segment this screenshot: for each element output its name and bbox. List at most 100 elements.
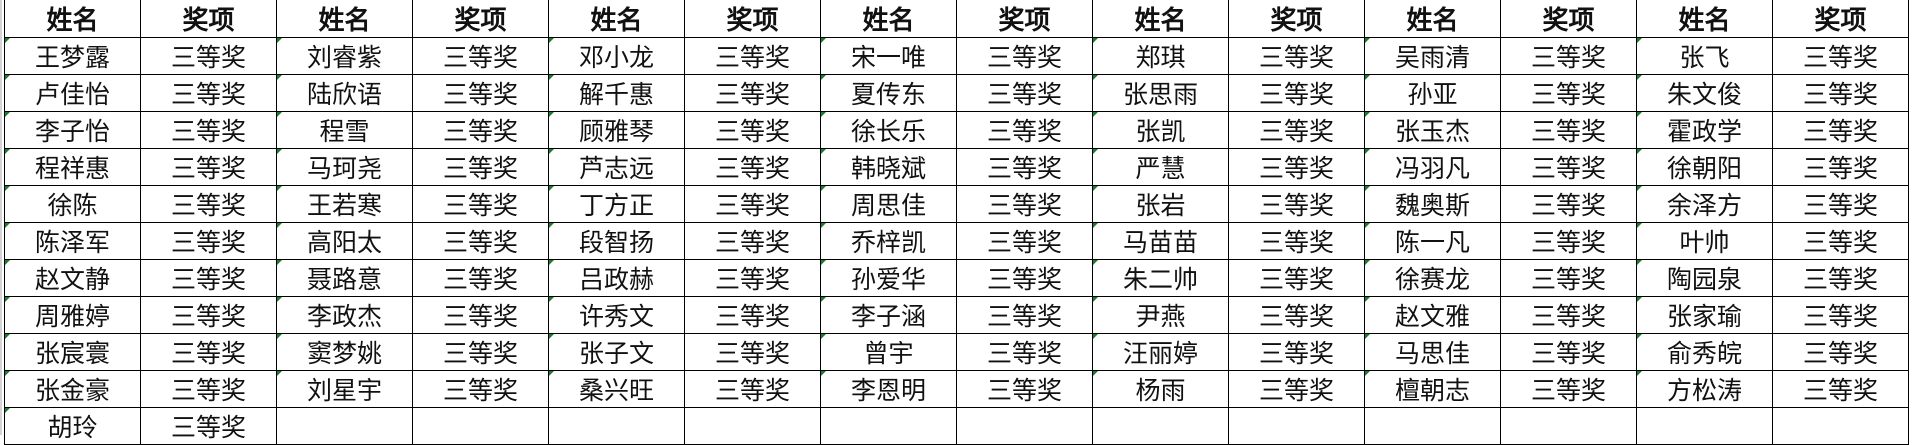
name-cell[interactable]: 郑琪 — [1092, 37, 1229, 75]
name-cell[interactable]: 汪丽婷 — [1092, 333, 1229, 371]
header-award[interactable]: 奖项 — [1500, 0, 1637, 38]
empty-cell[interactable] — [276, 407, 413, 445]
award-cell[interactable]: 三等奖 — [684, 370, 821, 408]
name-cell[interactable]: 魏奥斯 — [1364, 185, 1501, 223]
empty-cell[interactable] — [956, 407, 1093, 445]
header-name[interactable]: 姓名 — [276, 0, 413, 38]
name-cell[interactable]: 孙亚 — [1364, 74, 1501, 112]
award-cell[interactable]: 三等奖 — [140, 222, 277, 260]
name-cell[interactable]: 余泽方 — [1636, 185, 1773, 223]
award-cell[interactable]: 三等奖 — [412, 185, 549, 223]
award-cell[interactable]: 三等奖 — [956, 259, 1093, 297]
name-cell[interactable]: 张玉杰 — [1364, 111, 1501, 149]
award-cell[interactable]: 三等奖 — [1772, 259, 1909, 297]
award-cell[interactable]: 三等奖 — [1228, 74, 1365, 112]
name-cell[interactable]: 卢佳怡 — [4, 74, 141, 112]
empty-cell[interactable] — [820, 407, 957, 445]
award-cell[interactable]: 三等奖 — [956, 370, 1093, 408]
name-cell[interactable]: 张飞 — [1636, 37, 1773, 75]
name-cell[interactable]: 李恩明 — [820, 370, 957, 408]
name-cell[interactable]: 宋一唯 — [820, 37, 957, 75]
award-cell[interactable]: 三等奖 — [684, 222, 821, 260]
name-cell[interactable]: 马思佳 — [1364, 333, 1501, 371]
name-cell[interactable]: 桑兴旺 — [548, 370, 685, 408]
header-name[interactable]: 姓名 — [4, 0, 141, 38]
award-cell[interactable]: 三等奖 — [1500, 296, 1637, 334]
empty-cell[interactable] — [1772, 407, 1909, 445]
name-cell[interactable]: 高阳太 — [276, 222, 413, 260]
award-cell[interactable]: 三等奖 — [1500, 370, 1637, 408]
award-cell[interactable]: 三等奖 — [412, 148, 549, 186]
name-cell[interactable]: 冯羽凡 — [1364, 148, 1501, 186]
header-name[interactable]: 姓名 — [1092, 0, 1229, 38]
award-cell[interactable]: 三等奖 — [1228, 333, 1365, 371]
name-cell[interactable]: 朱二帅 — [1092, 259, 1229, 297]
award-cell[interactable]: 三等奖 — [1500, 185, 1637, 223]
header-award[interactable]: 奖项 — [1228, 0, 1365, 38]
award-cell[interactable]: 三等奖 — [140, 148, 277, 186]
name-cell[interactable]: 程祥惠 — [4, 148, 141, 186]
award-cell[interactable]: 三等奖 — [1228, 296, 1365, 334]
name-cell[interactable]: 张凯 — [1092, 111, 1229, 149]
award-cell[interactable]: 三等奖 — [1772, 333, 1909, 371]
empty-cell[interactable] — [1228, 407, 1365, 445]
award-cell[interactable]: 三等奖 — [1228, 111, 1365, 149]
award-cell[interactable]: 三等奖 — [412, 370, 549, 408]
name-cell[interactable]: 刘星宇 — [276, 370, 413, 408]
award-cell[interactable]: 三等奖 — [140, 333, 277, 371]
award-cell[interactable]: 三等奖 — [140, 74, 277, 112]
name-cell[interactable]: 李子涵 — [820, 296, 957, 334]
name-cell[interactable]: 李政杰 — [276, 296, 413, 334]
name-cell[interactable]: 方松涛 — [1636, 370, 1773, 408]
name-cell[interactable]: 李子怡 — [4, 111, 141, 149]
name-cell[interactable]: 张家瑜 — [1636, 296, 1773, 334]
award-cell[interactable]: 三等奖 — [412, 222, 549, 260]
award-cell[interactable]: 三等奖 — [1500, 37, 1637, 75]
award-cell[interactable]: 三等奖 — [1500, 148, 1637, 186]
award-cell[interactable]: 三等奖 — [1772, 185, 1909, 223]
header-name[interactable]: 姓名 — [1364, 0, 1501, 38]
name-cell[interactable]: 徐陈 — [4, 185, 141, 223]
name-cell[interactable]: 解千惠 — [548, 74, 685, 112]
name-cell[interactable]: 顾雅琴 — [548, 111, 685, 149]
name-cell[interactable]: 严慧 — [1092, 148, 1229, 186]
award-cell[interactable]: 三等奖 — [412, 333, 549, 371]
name-cell[interactable]: 许秀文 — [548, 296, 685, 334]
award-cell[interactable]: 三等奖 — [684, 296, 821, 334]
award-cell[interactable]: 三等奖 — [684, 333, 821, 371]
name-cell[interactable]: 吴雨清 — [1364, 37, 1501, 75]
award-cell[interactable]: 三等奖 — [1772, 370, 1909, 408]
name-cell[interactable]: 赵文雅 — [1364, 296, 1501, 334]
name-cell[interactable]: 徐朝阳 — [1636, 148, 1773, 186]
header-award[interactable]: 奖项 — [412, 0, 549, 38]
name-cell[interactable]: 霍政学 — [1636, 111, 1773, 149]
empty-cell[interactable] — [1364, 407, 1501, 445]
name-cell[interactable]: 周雅婷 — [4, 296, 141, 334]
name-cell[interactable]: 聂路意 — [276, 259, 413, 297]
award-cell[interactable]: 三等奖 — [684, 74, 821, 112]
award-cell[interactable]: 三等奖 — [1772, 296, 1909, 334]
name-cell[interactable]: 吕政赫 — [548, 259, 685, 297]
award-cell[interactable]: 三等奖 — [1500, 74, 1637, 112]
name-cell[interactable]: 徐赛龙 — [1364, 259, 1501, 297]
name-cell[interactable]: 陶园泉 — [1636, 259, 1773, 297]
award-cell[interactable]: 三等奖 — [684, 259, 821, 297]
name-cell[interactable]: 陈泽军 — [4, 222, 141, 260]
name-cell[interactable]: 周思佳 — [820, 185, 957, 223]
name-cell[interactable]: 张子文 — [548, 333, 685, 371]
name-cell[interactable]: 丁方正 — [548, 185, 685, 223]
award-cell[interactable]: 三等奖 — [412, 111, 549, 149]
award-cell[interactable]: 三等奖 — [956, 333, 1093, 371]
award-cell[interactable]: 三等奖 — [1228, 148, 1365, 186]
name-cell[interactable]: 马珂尧 — [276, 148, 413, 186]
award-cell[interactable]: 三等奖 — [1772, 37, 1909, 75]
name-cell[interactable]: 张思雨 — [1092, 74, 1229, 112]
award-cell[interactable]: 三等奖 — [1500, 222, 1637, 260]
header-name[interactable]: 姓名 — [548, 0, 685, 38]
award-cell[interactable]: 三等奖 — [140, 296, 277, 334]
name-cell[interactable]: 朱文俊 — [1636, 74, 1773, 112]
name-cell[interactable]: 夏传东 — [820, 74, 957, 112]
award-cell[interactable]: 三等奖 — [956, 111, 1093, 149]
award-cell[interactable]: 三等奖 — [412, 296, 549, 334]
award-cell[interactable]: 三等奖 — [1500, 259, 1637, 297]
